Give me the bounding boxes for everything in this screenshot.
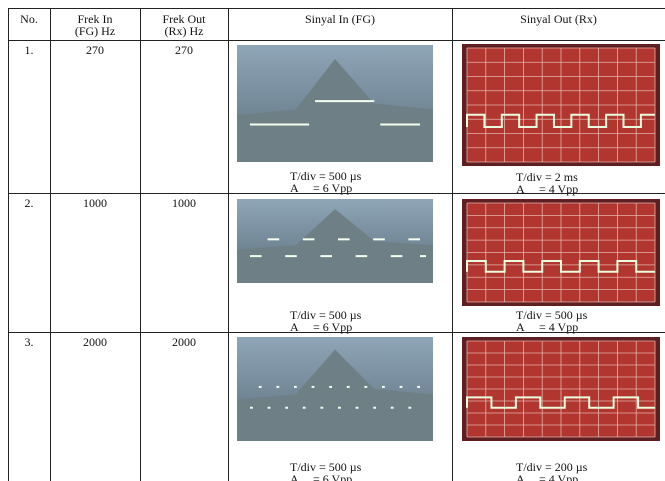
table-cell [140,193,229,333]
table-cell [8,332,51,481]
row-number: 2. [8,197,50,209]
table-cell [50,193,141,333]
header-text: Sinyal Out (Rx) [452,13,665,25]
frequency: 270 [50,44,140,56]
scope-image [237,45,433,162]
table-cell [140,332,229,481]
header-text: No. [8,13,50,25]
header-text: Frek In (FG) Hz [65,13,125,37]
frequency: 1000 [140,197,228,209]
table-cell [140,40,229,194]
page: No. Frek In (FG) Hz Frek Out (Rx) Hz Sinyal… [0,0,665,481]
frequency: 270 [140,44,228,56]
caption: A = 4 Vpp [516,473,616,481]
row-number: 3. [8,336,50,348]
caption: A = 6 Vpp [290,473,390,481]
scope-image [462,337,660,441]
scope-image [237,199,433,283]
frequency: 2000 [50,336,140,348]
header-text: Frek Out (Rx) Hz [154,13,214,37]
table-cell [8,193,51,333]
scope-image [462,44,660,166]
table-cell [50,332,141,481]
scope-image [237,337,433,441]
row-number: 1. [8,44,50,56]
table-cell [50,40,141,194]
table-cell [8,40,51,194]
header-text: Sinyal In (FG) [228,13,452,25]
frequency: 1000 [50,197,140,209]
frequency: 2000 [140,336,228,348]
scope-image [462,199,660,306]
